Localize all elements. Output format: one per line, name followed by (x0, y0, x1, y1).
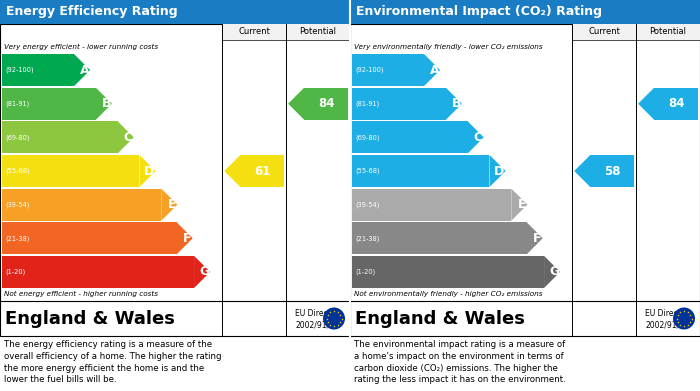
Polygon shape (96, 88, 112, 120)
Bar (352, 88, 446, 120)
Text: (39-54): (39-54) (355, 201, 379, 208)
Text: England & Wales: England & Wales (355, 310, 525, 328)
Text: D: D (494, 165, 505, 178)
Bar (2, 121, 118, 153)
Bar (2, 155, 139, 187)
Text: B: B (102, 97, 111, 110)
Bar (2, 222, 176, 255)
Bar (0, 24, 350, 336)
Bar (573, 24, 700, 40)
Text: F: F (533, 232, 542, 245)
Text: A: A (430, 64, 439, 77)
Text: C: C (474, 131, 483, 144)
Text: F: F (183, 232, 192, 245)
Bar (2, 256, 194, 288)
Polygon shape (288, 88, 304, 120)
Text: Not energy efficient - higher running costs: Not energy efficient - higher running co… (4, 291, 158, 297)
Text: 58: 58 (604, 165, 620, 178)
Text: 61: 61 (254, 165, 270, 178)
Text: Current: Current (588, 27, 620, 36)
Text: 2002/91/EC: 2002/91/EC (295, 321, 339, 330)
Text: E: E (518, 198, 526, 211)
Polygon shape (176, 222, 193, 255)
Text: A: A (80, 64, 89, 77)
Polygon shape (574, 155, 590, 187)
Bar (240, 155, 284, 187)
Bar (304, 88, 348, 120)
Text: (39-54): (39-54) (5, 201, 29, 208)
Circle shape (323, 307, 345, 330)
Circle shape (673, 307, 695, 330)
Bar (352, 188, 511, 221)
Text: (69-80): (69-80) (355, 134, 379, 141)
Polygon shape (638, 88, 654, 120)
Bar (352, 256, 544, 288)
Text: Very energy efficient - lower running costs: Very energy efficient - lower running co… (4, 44, 158, 50)
Polygon shape (118, 121, 134, 153)
Text: Very environmentally friendly - lower CO₂ emissions: Very environmentally friendly - lower CO… (354, 44, 542, 50)
Polygon shape (511, 188, 527, 221)
Bar (352, 155, 489, 187)
Bar (2, 54, 74, 86)
Bar (350, 0, 700, 24)
Text: (81-91): (81-91) (5, 100, 29, 107)
Text: D: D (144, 165, 155, 178)
Text: EU Directive: EU Directive (645, 309, 692, 318)
Bar (352, 121, 468, 153)
Bar (350, 24, 700, 336)
Text: Potential: Potential (300, 27, 337, 36)
Polygon shape (446, 88, 462, 120)
Text: (1-20): (1-20) (355, 269, 375, 275)
Bar (2, 188, 161, 221)
Text: E: E (168, 198, 176, 211)
Text: C: C (124, 131, 133, 144)
Polygon shape (194, 256, 210, 288)
Text: (1-20): (1-20) (5, 269, 25, 275)
Polygon shape (224, 155, 240, 187)
Text: (55-68): (55-68) (355, 168, 379, 174)
Bar (223, 24, 350, 40)
Text: The environmental impact rating is a measure of
a home's impact on the environme: The environmental impact rating is a mea… (354, 340, 566, 384)
Text: Potential: Potential (650, 27, 687, 36)
Polygon shape (468, 121, 484, 153)
Text: G: G (549, 265, 559, 278)
Polygon shape (489, 155, 505, 187)
Bar (352, 222, 526, 255)
Text: (81-91): (81-91) (355, 100, 379, 107)
Text: (92-100): (92-100) (355, 67, 384, 74)
Bar (0, 0, 350, 24)
Polygon shape (139, 155, 155, 187)
Text: Environmental Impact (CO₂) Rating: Environmental Impact (CO₂) Rating (356, 5, 602, 18)
Text: (21-38): (21-38) (5, 235, 29, 242)
Text: G: G (199, 265, 209, 278)
Polygon shape (161, 188, 177, 221)
Text: England & Wales: England & Wales (5, 310, 175, 328)
Text: Energy Efficiency Rating: Energy Efficiency Rating (6, 5, 178, 18)
Bar (2, 88, 96, 120)
Polygon shape (424, 54, 440, 86)
Text: (69-80): (69-80) (5, 134, 29, 141)
Text: (55-68): (55-68) (5, 168, 29, 174)
Text: (92-100): (92-100) (5, 67, 34, 74)
Text: 2002/91/EC: 2002/91/EC (645, 321, 689, 330)
Text: Not environmentally friendly - higher CO₂ emissions: Not environmentally friendly - higher CO… (354, 291, 542, 297)
Text: B: B (452, 97, 461, 110)
Text: EU Directive: EU Directive (295, 309, 342, 318)
Text: (21-38): (21-38) (355, 235, 379, 242)
Polygon shape (526, 222, 542, 255)
Text: Current: Current (238, 27, 270, 36)
Bar (654, 88, 698, 120)
Text: 84: 84 (668, 97, 685, 110)
Text: The energy efficiency rating is a measure of the
overall efficiency of a home. T: The energy efficiency rating is a measur… (4, 340, 221, 384)
Polygon shape (544, 256, 560, 288)
Bar (352, 54, 424, 86)
Text: 84: 84 (318, 97, 335, 110)
Bar (590, 155, 634, 187)
Polygon shape (74, 54, 90, 86)
